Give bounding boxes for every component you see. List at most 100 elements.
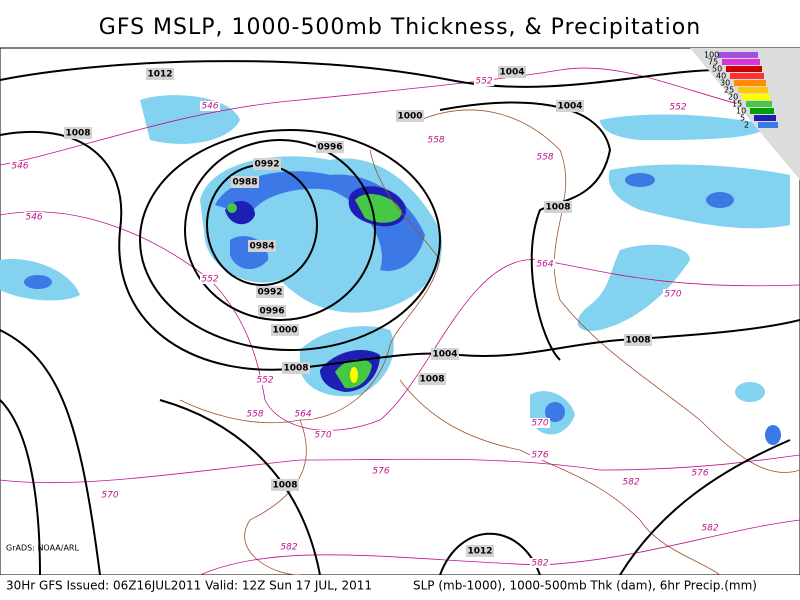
thickness-label-box: [530, 418, 550, 428]
thickness-label: 546: [25, 213, 42, 223]
coastline: [419, 109, 800, 473]
legend-swatch: [746, 101, 772, 107]
legend-label: 100: [704, 51, 719, 60]
isobar-label: 1012: [467, 547, 492, 557]
legend-swatch: [754, 115, 776, 121]
isobar-label-box: [544, 201, 572, 213]
isobar: [439, 101, 612, 361]
thickness-label: 570: [314, 431, 331, 441]
coastline: [179, 149, 441, 424]
precip-area: [706, 192, 734, 208]
thickness-label: 552: [475, 77, 492, 87]
thickness-label-box: [690, 468, 710, 478]
isobar-label-box: [271, 479, 299, 491]
precip-area: [24, 275, 52, 289]
footer-band: [0, 575, 800, 600]
isobar-label-box: [466, 545, 494, 557]
isobar-label-box: [418, 373, 446, 385]
legend-swatch: [742, 94, 770, 100]
precip-area: [735, 382, 765, 402]
map-area: 1012 1004 1008 1004 1000 0996 0992 0988 0984 0992…: [0, 47, 800, 576]
legend-swatch: [726, 66, 762, 72]
legend-label: 2: [744, 121, 749, 130]
isobar-label: 1008: [625, 336, 650, 346]
legend-label: 75: [708, 58, 718, 67]
isobar: [139, 129, 441, 351]
thickness-label-box: [279, 542, 299, 552]
legend-swatch: [730, 73, 764, 79]
thickness-label: 552: [256, 376, 273, 386]
thickness-line: [0, 454, 800, 484]
isobar-label: 1004: [557, 102, 582, 112]
thickness-label-box: [245, 409, 265, 419]
thickness-label: 570: [531, 419, 548, 429]
isobar-label-box: [556, 100, 584, 112]
thickness-label: 576: [691, 469, 708, 479]
isobar-label: 1012: [147, 70, 172, 80]
legend-label: 40: [716, 72, 726, 81]
thickness-label-box: [535, 259, 555, 269]
isobar-label-box: [431, 348, 459, 360]
thickness-label: 576: [531, 451, 548, 461]
isobar-label-box: [271, 324, 299, 336]
precip-area: [600, 114, 770, 140]
precip-area: [765, 425, 781, 445]
isobar-label-box: [248, 240, 276, 252]
contour-labels: 1012 1004 1008 1004 1000 0996 0992 0988 0984 0992…: [10, 66, 720, 569]
isobar-label: 0996: [317, 143, 342, 153]
thickness-label-box: [200, 101, 220, 111]
thickness-label-box: [668, 102, 688, 112]
precip-area: [227, 203, 237, 213]
thickness-label-box: [293, 409, 313, 419]
isobar-label: 1004: [432, 350, 457, 360]
isobar-label-box: [316, 141, 344, 153]
isobar-label-box: [146, 68, 174, 80]
coastlines: [179, 109, 800, 576]
precip-area: [577, 244, 690, 331]
isobar-label: 0992: [257, 288, 282, 298]
isobar-label-box: [498, 66, 526, 78]
legend-label: 20: [728, 93, 738, 102]
thickness-label: 582: [531, 559, 548, 569]
legend-label: 25: [724, 86, 734, 95]
isobar-label: 1004: [499, 68, 524, 78]
thickness-label-box: [255, 375, 275, 385]
thickness-label-box: [621, 477, 641, 487]
legend-swatch: [750, 108, 774, 114]
thickness-label: 582: [622, 478, 639, 488]
thickness-label-box: [313, 430, 333, 440]
thickness-label: 570: [664, 290, 681, 300]
thickness-label: 564: [294, 410, 311, 420]
legend-swatch: [722, 59, 760, 65]
thickness-label-box: [200, 274, 220, 284]
thickness-label: 552: [201, 275, 218, 285]
isobar: [159, 399, 321, 576]
precip-area: [350, 367, 358, 383]
map-title: GFS MSLP, 1000-500mb Thickness, & Precip…: [99, 15, 701, 40]
isobar-label: 1008: [419, 375, 444, 385]
thickness-label: 552: [669, 103, 686, 113]
legend-label: 50: [712, 65, 722, 74]
thickness-label: 558: [427, 136, 444, 146]
isobar-label: 0988: [232, 178, 257, 188]
thickness-label-box: [10, 161, 30, 171]
legend-background: [690, 48, 800, 180]
isobar-label: 1000: [272, 326, 297, 336]
isobar-label-box: [253, 158, 281, 170]
legend-label: 5: [740, 114, 745, 123]
legend-swatch: [738, 87, 768, 93]
legend-label: 15: [732, 100, 742, 109]
thickness-label: 582: [280, 543, 297, 553]
precip-area: [625, 173, 655, 187]
isobar-label-box: [258, 305, 286, 317]
legend-label: 10: [736, 107, 746, 116]
precip-area: [545, 402, 565, 422]
isobar-label: 1008: [65, 129, 90, 139]
isobar-label: 1008: [272, 481, 297, 491]
thickness-label: 546: [201, 102, 218, 112]
thickness-label: 564: [536, 260, 553, 270]
